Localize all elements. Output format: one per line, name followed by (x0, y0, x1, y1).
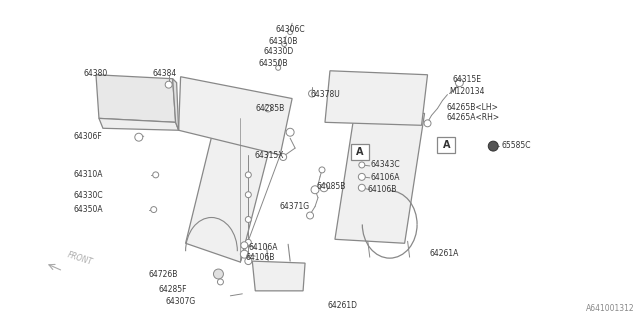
Polygon shape (186, 100, 277, 262)
Text: 64350B: 64350B (259, 59, 288, 68)
Text: A641001312: A641001312 (586, 304, 635, 313)
Polygon shape (173, 79, 179, 130)
Text: 64307G: 64307G (166, 297, 196, 306)
Circle shape (245, 217, 252, 222)
Text: A: A (443, 140, 450, 150)
Text: 64106A: 64106A (371, 173, 400, 182)
Circle shape (165, 81, 172, 88)
Text: 64378U: 64378U (310, 90, 340, 99)
Circle shape (424, 120, 431, 127)
Circle shape (241, 250, 248, 258)
Text: 64265B<LH>: 64265B<LH> (447, 103, 499, 112)
Text: 64330D: 64330D (263, 47, 294, 56)
Circle shape (358, 184, 365, 191)
Polygon shape (335, 110, 424, 243)
Circle shape (280, 154, 287, 161)
Circle shape (151, 207, 157, 212)
Text: 64106B: 64106B (368, 185, 397, 194)
Circle shape (218, 279, 223, 285)
Text: 64106A: 64106A (248, 243, 278, 252)
Text: 64343C: 64343C (371, 160, 401, 170)
Circle shape (488, 141, 498, 151)
Circle shape (245, 239, 252, 245)
Polygon shape (252, 261, 305, 291)
Circle shape (286, 128, 294, 136)
Circle shape (319, 167, 325, 173)
Text: A: A (356, 147, 364, 157)
Text: 64085B: 64085B (316, 182, 346, 191)
Text: M120134: M120134 (449, 87, 485, 96)
Circle shape (241, 242, 248, 249)
Text: 64726B: 64726B (148, 270, 178, 279)
FancyBboxPatch shape (351, 144, 369, 160)
Polygon shape (325, 71, 428, 125)
Circle shape (245, 172, 252, 178)
Polygon shape (96, 75, 175, 122)
Circle shape (153, 172, 159, 178)
Circle shape (245, 192, 252, 198)
Text: 64350A: 64350A (73, 205, 102, 214)
Circle shape (311, 186, 319, 194)
Text: 64380: 64380 (83, 69, 108, 78)
Text: 64265A<RH>: 64265A<RH> (447, 113, 500, 122)
Circle shape (245, 258, 252, 265)
Circle shape (214, 269, 223, 279)
Text: 64330C: 64330C (73, 191, 102, 200)
Text: 64285F: 64285F (159, 285, 188, 294)
Circle shape (456, 79, 463, 87)
Circle shape (135, 133, 143, 141)
Circle shape (282, 42, 287, 46)
Circle shape (307, 212, 314, 219)
Text: 65585C: 65585C (501, 140, 531, 150)
Circle shape (320, 184, 328, 192)
Text: 64384: 64384 (153, 69, 177, 78)
Text: 64306C: 64306C (275, 25, 305, 34)
Text: 64106B: 64106B (245, 253, 275, 262)
FancyBboxPatch shape (438, 137, 456, 153)
Text: 64310B: 64310B (268, 36, 298, 45)
Text: 64315E: 64315E (452, 75, 481, 84)
Text: 64261A: 64261A (429, 249, 459, 258)
Polygon shape (99, 118, 179, 130)
Text: 64315X: 64315X (254, 150, 284, 160)
Circle shape (265, 105, 272, 112)
Polygon shape (179, 77, 292, 155)
Text: 64285B: 64285B (255, 104, 285, 113)
Text: 64371G: 64371G (279, 202, 309, 211)
Circle shape (308, 90, 316, 97)
Circle shape (359, 162, 365, 168)
Circle shape (358, 173, 365, 180)
Circle shape (287, 30, 292, 35)
Circle shape (276, 65, 281, 70)
Text: 64261D: 64261D (328, 301, 358, 310)
Text: 64310A: 64310A (73, 170, 102, 180)
Text: FRONT: FRONT (66, 251, 93, 268)
Text: 64306F: 64306F (73, 132, 102, 141)
